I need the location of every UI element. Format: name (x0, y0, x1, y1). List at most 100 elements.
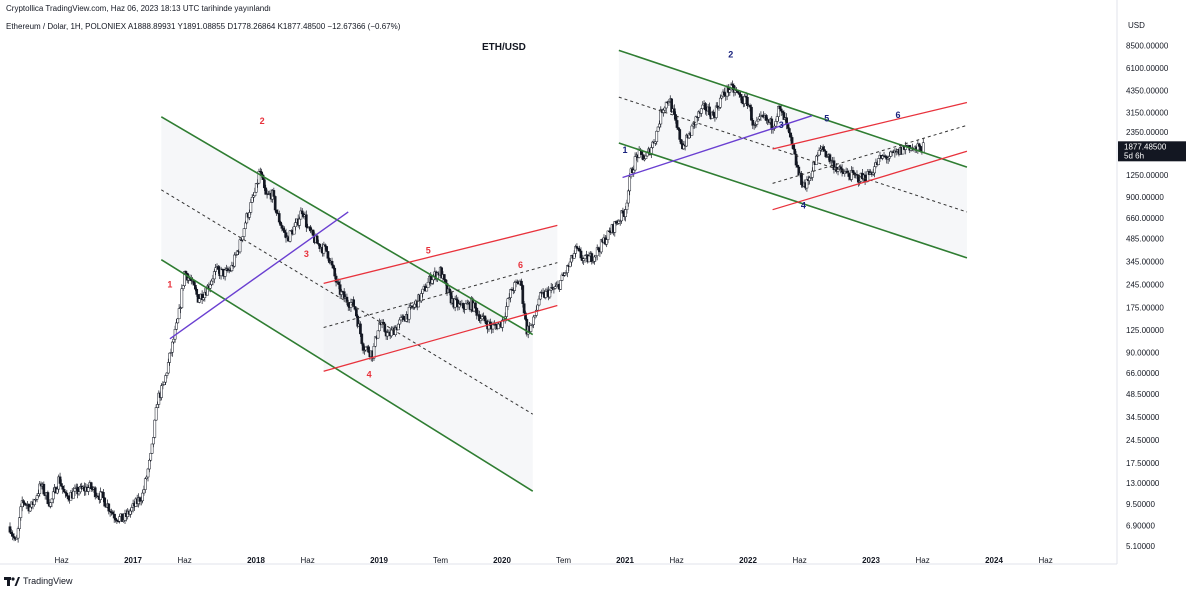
price-tick-label: 4350.00000 (1126, 87, 1169, 96)
candle (461, 302, 465, 313)
channel-regions (161, 50, 967, 492)
candle (644, 152, 648, 159)
candle (378, 318, 381, 332)
price-tick-label: 125.00000 (1126, 326, 1164, 335)
channel-line-8[interactable] (323, 304, 558, 372)
channel-line-9[interactable] (323, 262, 558, 328)
channel-line-6[interactable] (618, 96, 968, 213)
candle (62, 485, 66, 493)
candles (8, 80, 925, 543)
price-tick-label: 660.00000 (1126, 214, 1164, 223)
candle (87, 485, 90, 496)
time-tick-label: Haz (793, 556, 807, 565)
channel-line-3[interactable] (161, 189, 534, 415)
price-tick-label: 13.00000 (1126, 479, 1160, 488)
channel-line-5[interactable] (618, 142, 968, 259)
candle (383, 321, 387, 333)
candle (520, 278, 523, 290)
candle (219, 266, 223, 280)
candle (46, 490, 50, 505)
candle (11, 530, 15, 541)
channel-line-12[interactable] (772, 124, 968, 184)
candle (180, 284, 184, 309)
candle (149, 452, 153, 462)
candle (685, 133, 688, 147)
channel-line-11[interactable] (772, 150, 968, 211)
candle (743, 93, 747, 107)
symbol-info-line: Ethereum / Dolar, 1H, POLONIEX A1888.899… (6, 22, 401, 31)
candle (536, 304, 540, 311)
candle (376, 330, 380, 339)
candle (779, 105, 783, 116)
candle (873, 162, 876, 178)
candle (548, 288, 552, 300)
channel-line-7[interactable] (323, 224, 558, 285)
tradingview-logo[interactable]: TradingView (4, 576, 73, 586)
channel-line-13[interactable] (169, 211, 349, 340)
wave-label-2: 2 (260, 116, 265, 126)
channel-line-10[interactable] (772, 101, 968, 150)
candle (49, 501, 52, 509)
candle (143, 477, 147, 493)
candle (257, 168, 261, 185)
candle (921, 138, 925, 153)
candle (529, 323, 533, 334)
wave-label-7: 1 (622, 145, 627, 155)
candle (16, 526, 20, 543)
price-tick-label: 66.00000 (1126, 369, 1160, 378)
candle (797, 165, 801, 176)
time-tick-label: 2021 (616, 556, 634, 565)
price-tick-label: 485.00000 (1126, 235, 1164, 244)
candle (298, 216, 301, 230)
candle (238, 236, 242, 254)
candle (786, 123, 790, 132)
candle (664, 101, 668, 113)
candle (244, 220, 247, 230)
candle (93, 486, 97, 500)
candle (288, 230, 292, 243)
candle (755, 116, 759, 128)
channel-line-14[interactable] (622, 115, 813, 179)
candle (524, 310, 527, 321)
candle (102, 488, 105, 503)
candle (587, 251, 591, 263)
candle (372, 343, 376, 362)
channel-line-4[interactable] (618, 49, 968, 168)
candle (200, 290, 204, 304)
candle (823, 146, 826, 152)
candle (60, 479, 63, 487)
candle (633, 152, 637, 172)
tradingview-logo-icon (4, 576, 20, 586)
candle (474, 301, 477, 313)
candle (28, 505, 32, 512)
candle (223, 267, 227, 281)
time-tick-label: 2024 (985, 556, 1003, 565)
candle (272, 187, 276, 200)
candle (89, 481, 93, 492)
candle (506, 297, 510, 311)
candle (667, 99, 671, 106)
candle (505, 302, 508, 322)
chart-title: ETH/USD (482, 42, 526, 53)
candle (248, 209, 251, 221)
candle (8, 522, 12, 534)
candle (560, 272, 564, 282)
channel-line-2[interactable] (160, 259, 534, 492)
candle (815, 154, 818, 165)
tradingview-logo-text: TradingView (23, 576, 73, 586)
candle (595, 244, 599, 261)
candle (708, 102, 711, 117)
candle (176, 318, 180, 324)
channel-line-1[interactable] (160, 116, 534, 336)
candle (509, 288, 512, 303)
candle (18, 517, 21, 532)
candle (464, 300, 468, 310)
candle (19, 503, 23, 521)
candle (198, 297, 201, 304)
candle (606, 230, 610, 244)
candle (714, 102, 718, 120)
candle (33, 499, 36, 507)
candle (497, 321, 500, 330)
